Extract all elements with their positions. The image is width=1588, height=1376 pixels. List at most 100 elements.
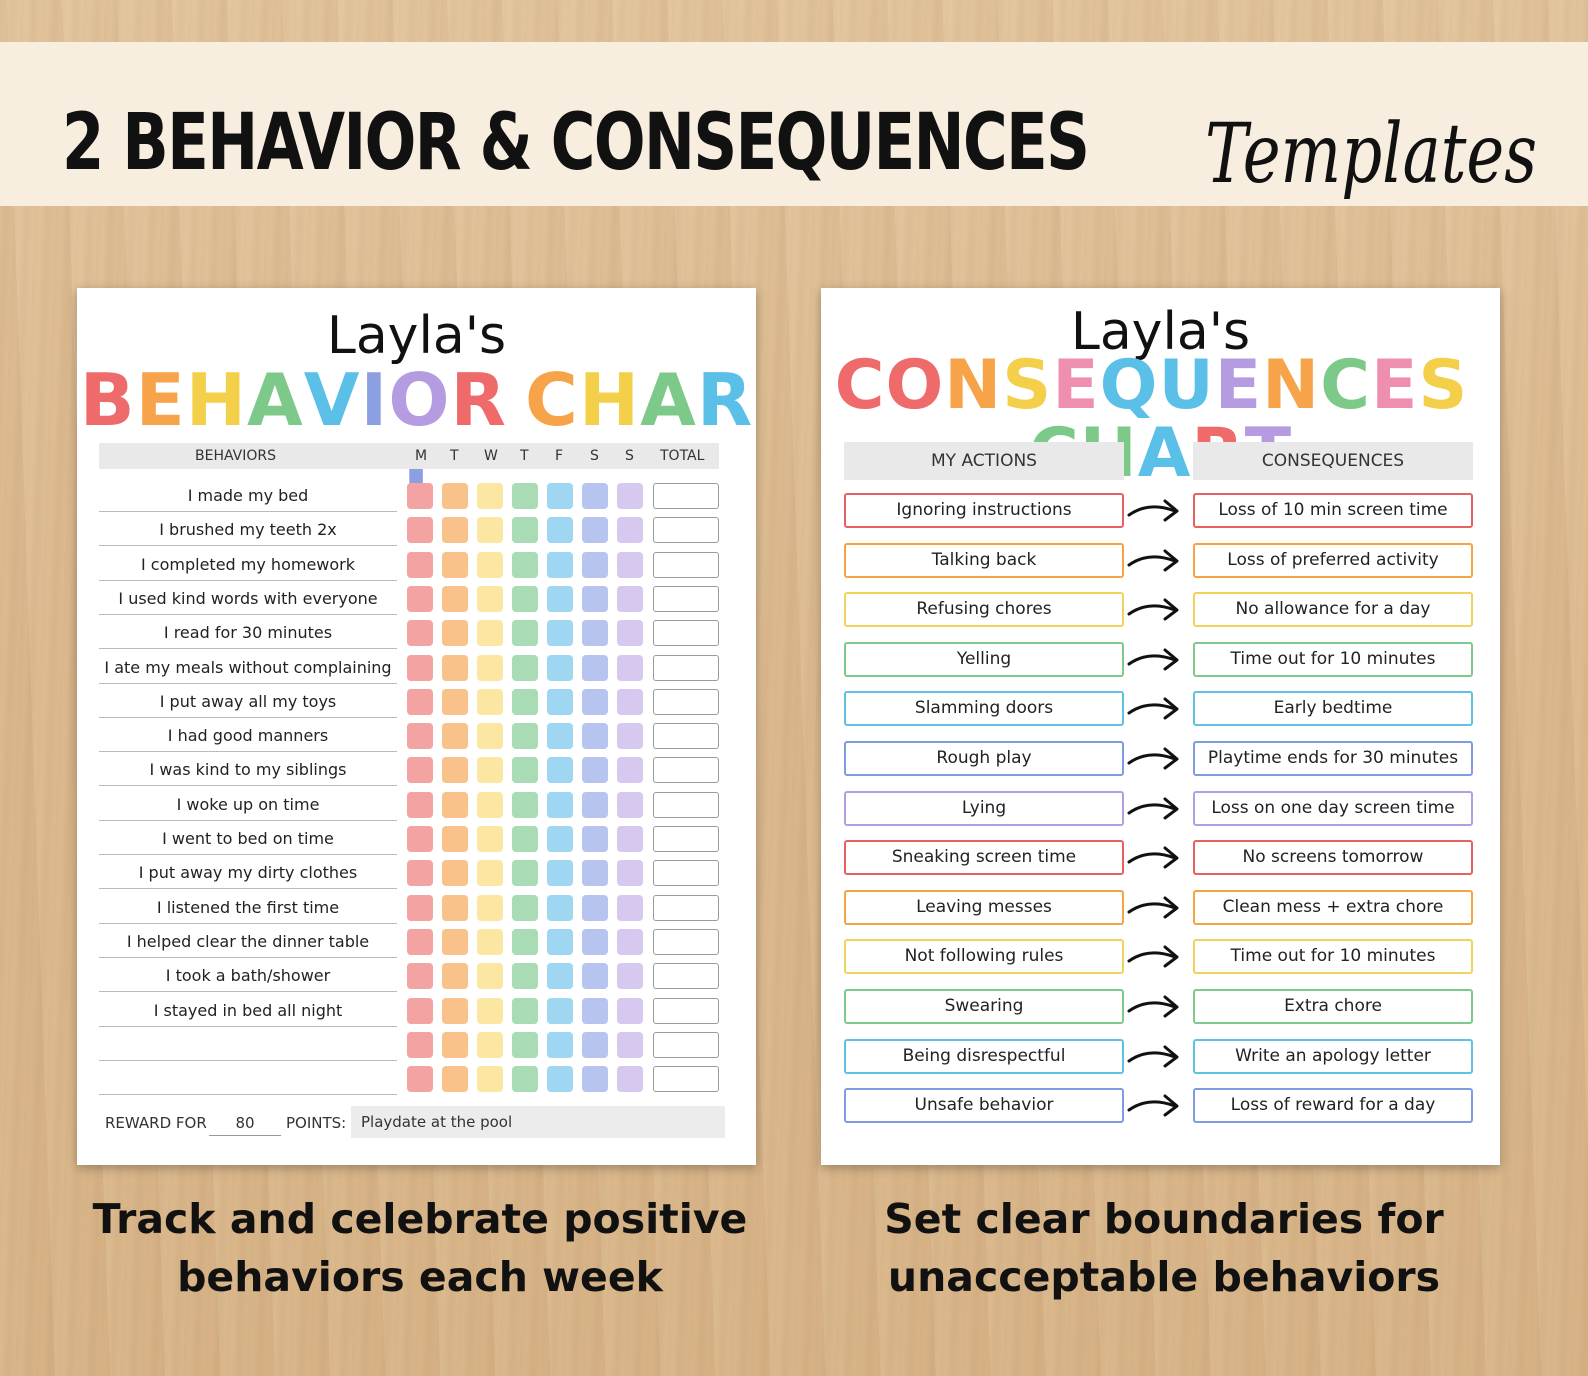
day-checkbox[interactable] [617, 963, 643, 990]
day-checkbox[interactable] [477, 483, 503, 509]
day-checkbox[interactable] [442, 1066, 468, 1093]
day-checkbox[interactable] [512, 620, 538, 647]
day-checkbox[interactable] [407, 1066, 433, 1093]
day-checkbox[interactable] [582, 928, 608, 955]
day-checkbox[interactable] [582, 620, 608, 647]
day-checkbox[interactable] [512, 791, 538, 818]
day-checkbox[interactable] [512, 517, 538, 544]
day-checkbox[interactable] [442, 997, 468, 1024]
day-checkbox[interactable] [477, 791, 503, 818]
day-checkbox[interactable] [442, 620, 468, 647]
day-checkbox[interactable] [407, 860, 433, 887]
day-checkbox[interactable] [547, 963, 573, 990]
day-checkbox[interactable] [582, 688, 608, 715]
day-checkbox[interactable] [512, 1066, 538, 1093]
day-checkbox[interactable] [442, 928, 468, 955]
day-checkbox[interactable] [547, 791, 573, 818]
day-checkbox[interactable] [547, 997, 573, 1024]
day-checkbox[interactable] [442, 894, 468, 921]
total-box[interactable] [653, 483, 719, 509]
day-checkbox[interactable] [582, 517, 608, 544]
day-checkbox[interactable] [477, 963, 503, 990]
day-checkbox[interactable] [617, 723, 643, 750]
day-checkbox[interactable] [442, 517, 468, 544]
total-box[interactable] [653, 551, 719, 578]
day-checkbox[interactable] [512, 826, 538, 852]
day-checkbox[interactable] [512, 963, 538, 990]
total-box[interactable] [653, 757, 719, 784]
total-box[interactable] [653, 1031, 719, 1058]
total-box[interactable] [653, 620, 719, 647]
total-box[interactable] [653, 826, 719, 852]
day-checkbox[interactable] [582, 757, 608, 784]
day-checkbox[interactable] [477, 585, 503, 612]
day-checkbox[interactable] [477, 551, 503, 578]
reward-points-field[interactable]: 80 [209, 1114, 281, 1136]
day-checkbox[interactable] [617, 1031, 643, 1058]
day-checkbox[interactable] [407, 688, 433, 715]
day-checkbox[interactable] [477, 1031, 503, 1058]
day-checkbox[interactable] [582, 997, 608, 1024]
day-checkbox[interactable] [407, 551, 433, 578]
day-checkbox[interactable] [617, 791, 643, 818]
day-checkbox[interactable] [512, 483, 538, 509]
day-checkbox[interactable] [617, 654, 643, 681]
day-checkbox[interactable] [582, 654, 608, 681]
day-checkbox[interactable] [547, 757, 573, 784]
day-checkbox[interactable] [512, 757, 538, 784]
total-box[interactable] [653, 791, 719, 818]
day-checkbox[interactable] [512, 894, 538, 921]
total-box[interactable] [653, 963, 719, 990]
day-checkbox[interactable] [617, 517, 643, 544]
day-checkbox[interactable] [407, 963, 433, 990]
day-checkbox[interactable] [617, 860, 643, 887]
day-checkbox[interactable] [617, 620, 643, 647]
day-checkbox[interactable] [617, 1066, 643, 1093]
total-box[interactable] [653, 654, 719, 681]
total-box[interactable] [653, 517, 719, 544]
day-checkbox[interactable] [442, 688, 468, 715]
day-checkbox[interactable] [442, 723, 468, 750]
day-checkbox[interactable] [582, 551, 608, 578]
day-checkbox[interactable] [407, 1031, 433, 1058]
day-checkbox[interactable] [617, 585, 643, 612]
total-box[interactable] [653, 860, 719, 887]
day-checkbox[interactable] [442, 963, 468, 990]
day-checkbox[interactable] [512, 551, 538, 578]
day-checkbox[interactable] [477, 757, 503, 784]
day-checkbox[interactable] [407, 997, 433, 1024]
day-checkbox[interactable] [512, 585, 538, 612]
day-checkbox[interactable] [617, 997, 643, 1024]
day-checkbox[interactable] [512, 997, 538, 1024]
total-box[interactable] [653, 688, 719, 715]
day-checkbox[interactable] [582, 826, 608, 852]
day-checkbox[interactable] [477, 723, 503, 750]
day-checkbox[interactable] [547, 585, 573, 612]
day-checkbox[interactable] [477, 620, 503, 647]
day-checkbox[interactable] [442, 654, 468, 681]
total-box[interactable] [653, 585, 719, 612]
day-checkbox[interactable] [582, 791, 608, 818]
day-checkbox[interactable] [477, 928, 503, 955]
total-box[interactable] [653, 1066, 719, 1093]
day-checkbox[interactable] [442, 483, 468, 509]
day-checkbox[interactable] [547, 1066, 573, 1093]
total-box[interactable] [653, 928, 719, 955]
day-checkbox[interactable] [407, 620, 433, 647]
day-checkbox[interactable] [477, 688, 503, 715]
day-checkbox[interactable] [547, 688, 573, 715]
day-checkbox[interactable] [512, 654, 538, 681]
day-checkbox[interactable] [547, 620, 573, 647]
day-checkbox[interactable] [407, 928, 433, 955]
day-checkbox[interactable] [407, 791, 433, 818]
day-checkbox[interactable] [582, 585, 608, 612]
day-checkbox[interactable] [407, 894, 433, 921]
day-checkbox[interactable] [407, 723, 433, 750]
day-checkbox[interactable] [547, 894, 573, 921]
day-checkbox[interactable] [582, 483, 608, 509]
day-checkbox[interactable] [407, 517, 433, 544]
day-checkbox[interactable] [582, 860, 608, 887]
day-checkbox[interactable] [442, 1031, 468, 1058]
day-checkbox[interactable] [582, 963, 608, 990]
day-checkbox[interactable] [477, 860, 503, 887]
